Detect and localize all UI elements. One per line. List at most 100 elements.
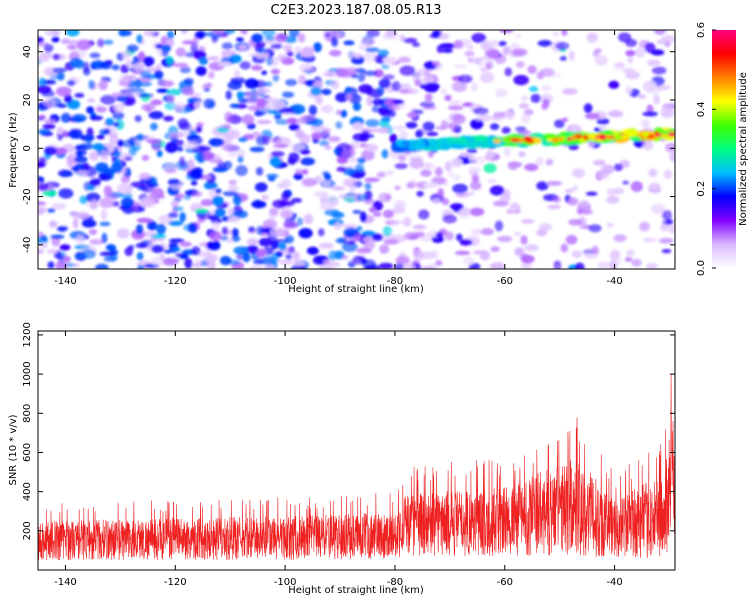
heatmap-cell bbox=[254, 52, 270, 59]
heatmap-cell bbox=[432, 198, 441, 205]
heatmap-cell bbox=[659, 237, 674, 244]
heatmap-cell bbox=[300, 157, 316, 166]
heatmap-cell bbox=[198, 57, 209, 65]
heatmap-cell bbox=[167, 178, 180, 185]
heatmap-cell bbox=[82, 61, 90, 72]
heatmap-cell bbox=[319, 140, 330, 147]
heatmap-cell bbox=[244, 78, 259, 89]
heatmap-cell bbox=[200, 199, 215, 207]
heatmap-cell bbox=[452, 174, 462, 181]
heatmap-cell bbox=[464, 50, 475, 57]
heatmap-cell bbox=[625, 49, 636, 57]
heatmap-cell bbox=[141, 154, 150, 162]
heatmap-cell bbox=[72, 218, 79, 229]
heatmap-cell bbox=[421, 162, 436, 171]
heatmap-cell bbox=[274, 33, 287, 43]
heatmap-cell bbox=[286, 117, 298, 124]
heatmap-cell bbox=[580, 209, 593, 215]
heatmap-cell bbox=[134, 78, 143, 89]
heatmap-cell bbox=[227, 216, 241, 223]
heatmap-cell bbox=[412, 224, 427, 230]
heatmap-cell bbox=[335, 121, 343, 129]
heatmap-cell bbox=[270, 151, 285, 158]
heatmap-cell bbox=[269, 156, 282, 167]
heatmap-cell bbox=[184, 258, 193, 269]
heatmap-cell bbox=[173, 101, 186, 111]
heatmap-cell bbox=[509, 42, 520, 51]
signal-peak-cell bbox=[642, 131, 650, 137]
heatmap-cell bbox=[270, 240, 280, 250]
heatmap-cell bbox=[63, 94, 73, 104]
heatmap-cell bbox=[490, 246, 500, 252]
heatmap-cell bbox=[47, 261, 55, 269]
heatmap-cell bbox=[669, 152, 675, 162]
heatmap-cell bbox=[441, 43, 457, 49]
heatmap-cell bbox=[88, 79, 95, 90]
heatmap-cell bbox=[216, 127, 229, 133]
heatmap-cell bbox=[553, 260, 562, 269]
heatmap-cell bbox=[458, 74, 473, 84]
heatmap-cell bbox=[167, 212, 179, 219]
heatmap-cell bbox=[81, 219, 97, 228]
heatmap-cell bbox=[459, 239, 473, 246]
heatmap-cell bbox=[137, 264, 145, 269]
heatmap-cell bbox=[224, 111, 233, 123]
heatmap-cell bbox=[642, 80, 657, 92]
heatmap-cell bbox=[89, 52, 101, 59]
heatmap-cell bbox=[419, 266, 436, 269]
heatmap-cell bbox=[69, 57, 83, 68]
heatmap-cell bbox=[456, 233, 463, 242]
heatmap-cell bbox=[135, 224, 144, 235]
heatmap-cell bbox=[272, 74, 280, 82]
heatmap-cell bbox=[453, 39, 464, 49]
heatmap-cell bbox=[566, 197, 579, 206]
heatmap-cell bbox=[515, 33, 522, 38]
heatmap-cell bbox=[149, 237, 159, 242]
heatmap-cell bbox=[163, 115, 174, 122]
heatmap-cell bbox=[591, 245, 600, 255]
heatmap-cell bbox=[121, 192, 133, 199]
heatmap-cell bbox=[76, 234, 85, 244]
heatmap-cell bbox=[190, 180, 198, 186]
heatmap-cell bbox=[406, 112, 418, 118]
colorbar: 0.0 0.2 0.4 0.6 Normalized spectral amplitu… bbox=[696, 22, 749, 276]
heatmap-cell bbox=[472, 107, 489, 115]
heatmap-cell bbox=[166, 55, 174, 66]
signal-peak-cell bbox=[526, 140, 532, 144]
heatmap-cell bbox=[176, 146, 184, 152]
heatmap-cell bbox=[125, 96, 136, 106]
heatmap-cell bbox=[334, 250, 345, 260]
heatmap-cell bbox=[507, 161, 523, 168]
heatmap-cell bbox=[307, 82, 314, 87]
heatmap-cell bbox=[376, 86, 385, 95]
heatmap-cell bbox=[490, 39, 499, 48]
heatmap-cell bbox=[183, 195, 192, 200]
heatmap-cell bbox=[663, 169, 673, 180]
heatmap-cell bbox=[150, 99, 163, 106]
heatmap-cell bbox=[394, 203, 404, 213]
heatmap-cell bbox=[39, 242, 48, 249]
heatmap-cell bbox=[38, 114, 47, 119]
heatmap-cell bbox=[435, 231, 444, 238]
heatmap-cell bbox=[190, 171, 204, 180]
heatmap-cell bbox=[326, 261, 341, 268]
heatmap-cell bbox=[233, 246, 249, 255]
heatmap-cell bbox=[138, 172, 151, 181]
heatmap-cell bbox=[44, 146, 57, 156]
heatmap-cell bbox=[183, 77, 194, 85]
heatmap-cell bbox=[553, 195, 562, 203]
heatmap-cell bbox=[266, 173, 279, 178]
heatmap-cell bbox=[441, 36, 448, 41]
y-tick-label: 400 bbox=[22, 482, 33, 501]
heatmap-cell bbox=[574, 262, 585, 269]
y-tick-label: 1000 bbox=[22, 361, 33, 386]
signal-band-cell bbox=[478, 141, 488, 149]
heatmap-cell bbox=[126, 90, 141, 98]
heatmap-cell bbox=[60, 112, 72, 123]
heatmap-cell bbox=[622, 180, 630, 185]
colorbar-ticks: 0.0 0.2 0.4 0.6 bbox=[696, 22, 716, 276]
heatmap-cell bbox=[292, 260, 305, 267]
heatmap-cell bbox=[441, 48, 453, 54]
heatmap-cell bbox=[299, 63, 314, 74]
heatmap-cell bbox=[546, 180, 563, 186]
